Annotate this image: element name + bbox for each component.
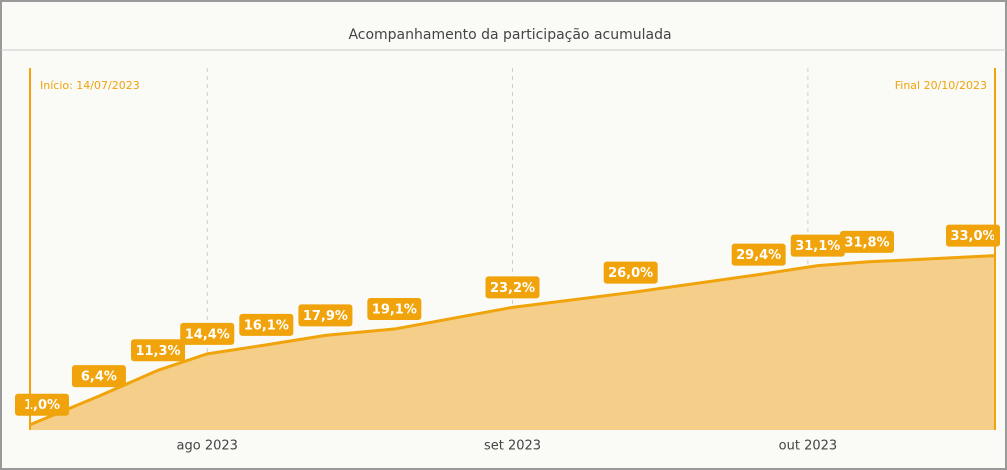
data-label: 23,2%	[490, 281, 535, 296]
area	[30, 255, 995, 430]
chart-title: Acompanhamento da participação acumulada	[348, 27, 671, 43]
data-label-box	[71, 365, 126, 388]
data-label-box	[131, 339, 186, 362]
data-label-box	[15, 393, 69, 416]
data-label: 19,1%	[372, 303, 417, 318]
data-label: 16,1%	[244, 318, 289, 333]
data-label: 14,4%	[185, 327, 230, 342]
x-tick-label: ago 2023	[177, 439, 238, 454]
line	[29, 254, 996, 427]
marker-label: Início: 14/07/2023	[40, 79, 140, 92]
data-label-box	[180, 322, 235, 345]
data-label-box	[839, 230, 894, 253]
data-label-box	[603, 261, 658, 284]
data-label: 31,8%	[844, 235, 889, 250]
data-label: 17,9%	[303, 309, 348, 324]
data-label: 33,0%	[950, 229, 995, 244]
x-tick-label: set 2023	[484, 439, 541, 454]
data-label-box	[367, 298, 422, 321]
data-label-box	[239, 313, 294, 336]
data-label: 29,4%	[736, 248, 781, 263]
data-label: 11,3%	[135, 344, 180, 359]
data-label: 1,0%	[24, 398, 60, 413]
data-label-box	[731, 243, 786, 266]
data-label: 26,0%	[608, 266, 653, 281]
marker-label: Final 20/10/2023	[895, 79, 987, 92]
data-label: 6,4%	[81, 370, 117, 385]
data-label-box	[485, 276, 540, 299]
data-label-box	[946, 224, 1000, 247]
data-label: 31,1%	[795, 239, 840, 254]
x-tick-label: out 2023	[779, 439, 838, 454]
data-label-box	[298, 304, 353, 327]
data-label-box	[790, 234, 845, 257]
